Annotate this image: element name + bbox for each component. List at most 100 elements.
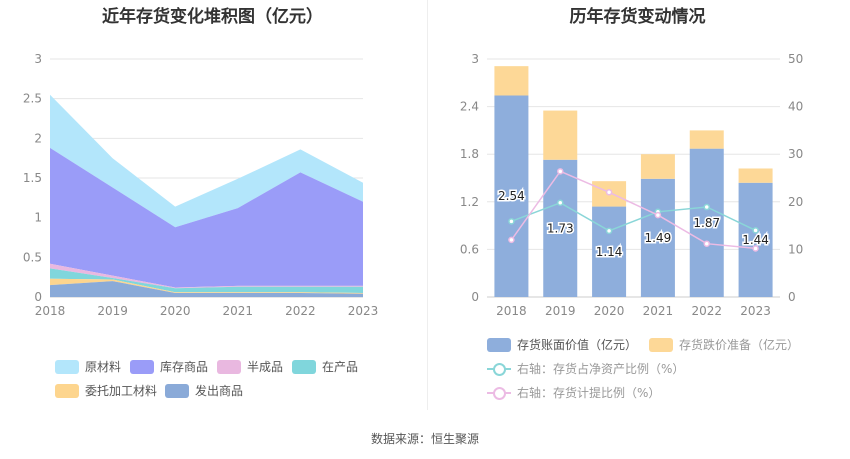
y2-tick-label: 40: [788, 100, 803, 114]
line-point: [752, 227, 759, 234]
area-series-发出商品: [50, 281, 363, 297]
y-tick-label: 0: [471, 290, 479, 304]
line-point: [703, 203, 710, 211]
y-tick-label: 1.8: [460, 147, 479, 161]
bar-book-value: [689, 148, 724, 297]
y-tick-label: 0.5: [23, 250, 42, 264]
legend-label: 半成品: [247, 360, 284, 374]
y-tick-label: 3: [471, 52, 479, 66]
x-tick-label: 2023: [740, 304, 771, 318]
bar-data-label: 1.14: [596, 245, 623, 259]
legend-item-impairment[interactable]: 存货跌价准备（亿元）: [649, 336, 799, 353]
bar-impairment: [689, 130, 724, 149]
x-tick-label: 2020: [160, 304, 191, 318]
y2-tick-label: 20: [788, 195, 803, 209]
line-point: [605, 227, 613, 235]
x-tick-label: 2021: [223, 304, 254, 318]
legend-item-finished-goods[interactable]: 库存商品: [130, 358, 208, 375]
x-tick-label: 2022: [285, 304, 316, 318]
right-legend: 存货账面价值（亿元） 存货跌价准备（亿元） 右轴：存货占净资产比例（%） 右轴：…: [425, 0, 850, 410]
legend-label: 发出商品: [195, 384, 244, 398]
bar-impairment: [640, 154, 675, 179]
bar-data-label: 1.73: [547, 221, 574, 235]
line-point: [703, 240, 710, 247]
bar-impairment: [543, 110, 578, 160]
y2-tick-label: 50: [788, 52, 803, 66]
x-tick-label: 2022: [691, 304, 722, 318]
legend-swatch: [55, 383, 79, 398]
area-series-在产品: [50, 268, 363, 293]
x-tick-label: 2021: [643, 304, 674, 318]
line-point: [752, 245, 759, 252]
legend-item-raw-material[interactable]: 原材料: [55, 358, 121, 375]
line-point: [605, 189, 613, 196]
line-point: [557, 199, 564, 207]
line-point: [654, 211, 662, 219]
legend-swatch: [487, 337, 511, 352]
legend-item-semi-finished[interactable]: 半成品: [217, 358, 283, 375]
y2-tick-label: 30: [788, 147, 803, 161]
legend-label: 存货账面价值（亿元）: [517, 338, 638, 352]
legend-swatch: [130, 359, 154, 374]
legend-swatch: [649, 337, 673, 352]
y-tick-label: 1.5: [23, 171, 42, 185]
legend-swatch: [165, 383, 189, 398]
y-tick-label: 2: [34, 131, 42, 145]
legend-label: 右轴：存货计提比例（%）: [517, 386, 661, 400]
bar-data-label: 1.44: [742, 233, 769, 247]
left-chart-title: 近年存货变化堆积图（亿元）: [102, 7, 323, 27]
legend-item-wip[interactable]: 在产品: [292, 358, 358, 375]
legend-label: 库存商品: [160, 360, 209, 374]
y-tick-label: 3: [34, 52, 42, 66]
bar-impairment: [738, 168, 773, 183]
x-tick-label: 2018: [35, 304, 66, 318]
y-tick-label: 0: [34, 290, 42, 304]
bar-data-label: 2.54: [498, 189, 525, 203]
legend-label: 右轴：存货占净资产比例（%）: [517, 362, 685, 376]
line-point: [508, 236, 515, 244]
legend-swatch: [292, 359, 316, 374]
legend-label: 存货跌价准备（亿元）: [679, 338, 800, 352]
line-series-net-asset-ratio: [511, 201, 756, 232]
bar-book-value: [640, 178, 675, 297]
bar-book-value: [592, 206, 627, 297]
y-tick-label: 1.2: [460, 195, 479, 209]
bar-data-label: 1.49: [645, 231, 672, 245]
legend-item-net-asset-ratio[interactable]: 右轴：存货占净资产比例（%）: [487, 360, 684, 377]
bar-book-value: [494, 95, 529, 297]
x-tick-label: 2020: [594, 304, 625, 318]
legend-item-book-value[interactable]: 存货账面价值（亿元）: [487, 336, 637, 353]
area-series-委托加工材料: [50, 278, 363, 294]
stacked-area-chart: 0 0.5 1 1.5 2 2.5 3 2018 2019 2020 2021 2022 2023: [23, 52, 378, 318]
chart-divider: [427, 0, 428, 410]
y-tick-label: 1: [34, 211, 42, 225]
x-tick-label: 2018: [496, 304, 527, 318]
line-point: [508, 218, 515, 225]
bar-book-value: [543, 159, 578, 297]
legend-swatch: [55, 359, 79, 374]
legend-label: 在产品: [322, 360, 359, 374]
area-series-库存商品: [50, 147, 363, 288]
y-tick-label: 0.6: [460, 242, 479, 256]
bar-data-label: 1.87: [693, 216, 720, 230]
x-tick-label: 2019: [545, 304, 576, 318]
legend-item-provision-ratio[interactable]: 右轴：存货计提比例（%）: [487, 384, 660, 401]
legend-item-consigned-material[interactable]: 委托加工材料: [55, 382, 157, 399]
bar-impairment: [494, 66, 529, 96]
bar-book-value: [738, 182, 773, 297]
data-source: 数据来源：恒生聚源: [370, 432, 479, 446]
line-series-provision-ratio: [510, 170, 756, 250]
legend-swatch: [217, 359, 241, 374]
area-series-半成品: [50, 263, 363, 289]
legend-label: 委托加工材料: [85, 384, 158, 398]
area-series-原材料: [50, 94, 363, 228]
line-point: [557, 168, 564, 175]
x-tick-label: 2019: [97, 304, 128, 318]
legend-item-shipped-goods[interactable]: 发出商品: [165, 382, 243, 399]
y2-tick-label: 10: [788, 242, 803, 256]
y-tick-label: 2.4: [460, 100, 479, 114]
legend-label: 原材料: [85, 360, 122, 374]
y2-tick-label: 0: [788, 290, 796, 304]
left-legend: 原材料 库存商品 半成品 在产品 委托加工材料 发出商品: [0, 0, 425, 410]
